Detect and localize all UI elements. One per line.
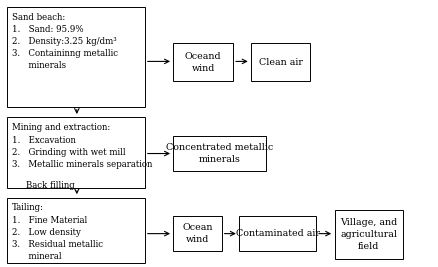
FancyBboxPatch shape [173,136,265,171]
FancyBboxPatch shape [173,216,221,251]
FancyBboxPatch shape [7,7,145,107]
Text: Clean air: Clean air [258,58,302,66]
Text: Tailing:
1.   Fine Material
2.   Low density
3.   Residual metallic
      minera: Tailing: 1. Fine Material 2. Low density… [12,203,102,261]
Text: Oceand
wind: Oceand wind [184,52,221,73]
Text: Concentrated metallic
minerals: Concentrated metallic minerals [166,143,272,164]
Text: Mining and extraction:
1.   Excavation
2.   Grinding with wet mill
3.   Metallic: Mining and extraction: 1. Excavation 2. … [12,123,152,169]
FancyBboxPatch shape [334,210,402,259]
Text: Contaminated air: Contaminated air [235,229,319,238]
FancyBboxPatch shape [7,198,145,263]
Text: Sand beach:
1.   Sand: 95.9%
2.   Density:3.25 kg/dm³
3.   Containinng metallic
: Sand beach: 1. Sand: 95.9% 2. Density:3.… [12,13,117,70]
FancyBboxPatch shape [173,43,232,81]
FancyBboxPatch shape [251,43,310,81]
FancyBboxPatch shape [239,216,315,251]
FancyBboxPatch shape [7,117,145,188]
Text: Ocean
wind: Ocean wind [182,223,212,244]
Text: Village, and
agricultural
field: Village, and agricultural field [339,218,396,251]
Text: Back filling: Back filling [26,180,75,190]
